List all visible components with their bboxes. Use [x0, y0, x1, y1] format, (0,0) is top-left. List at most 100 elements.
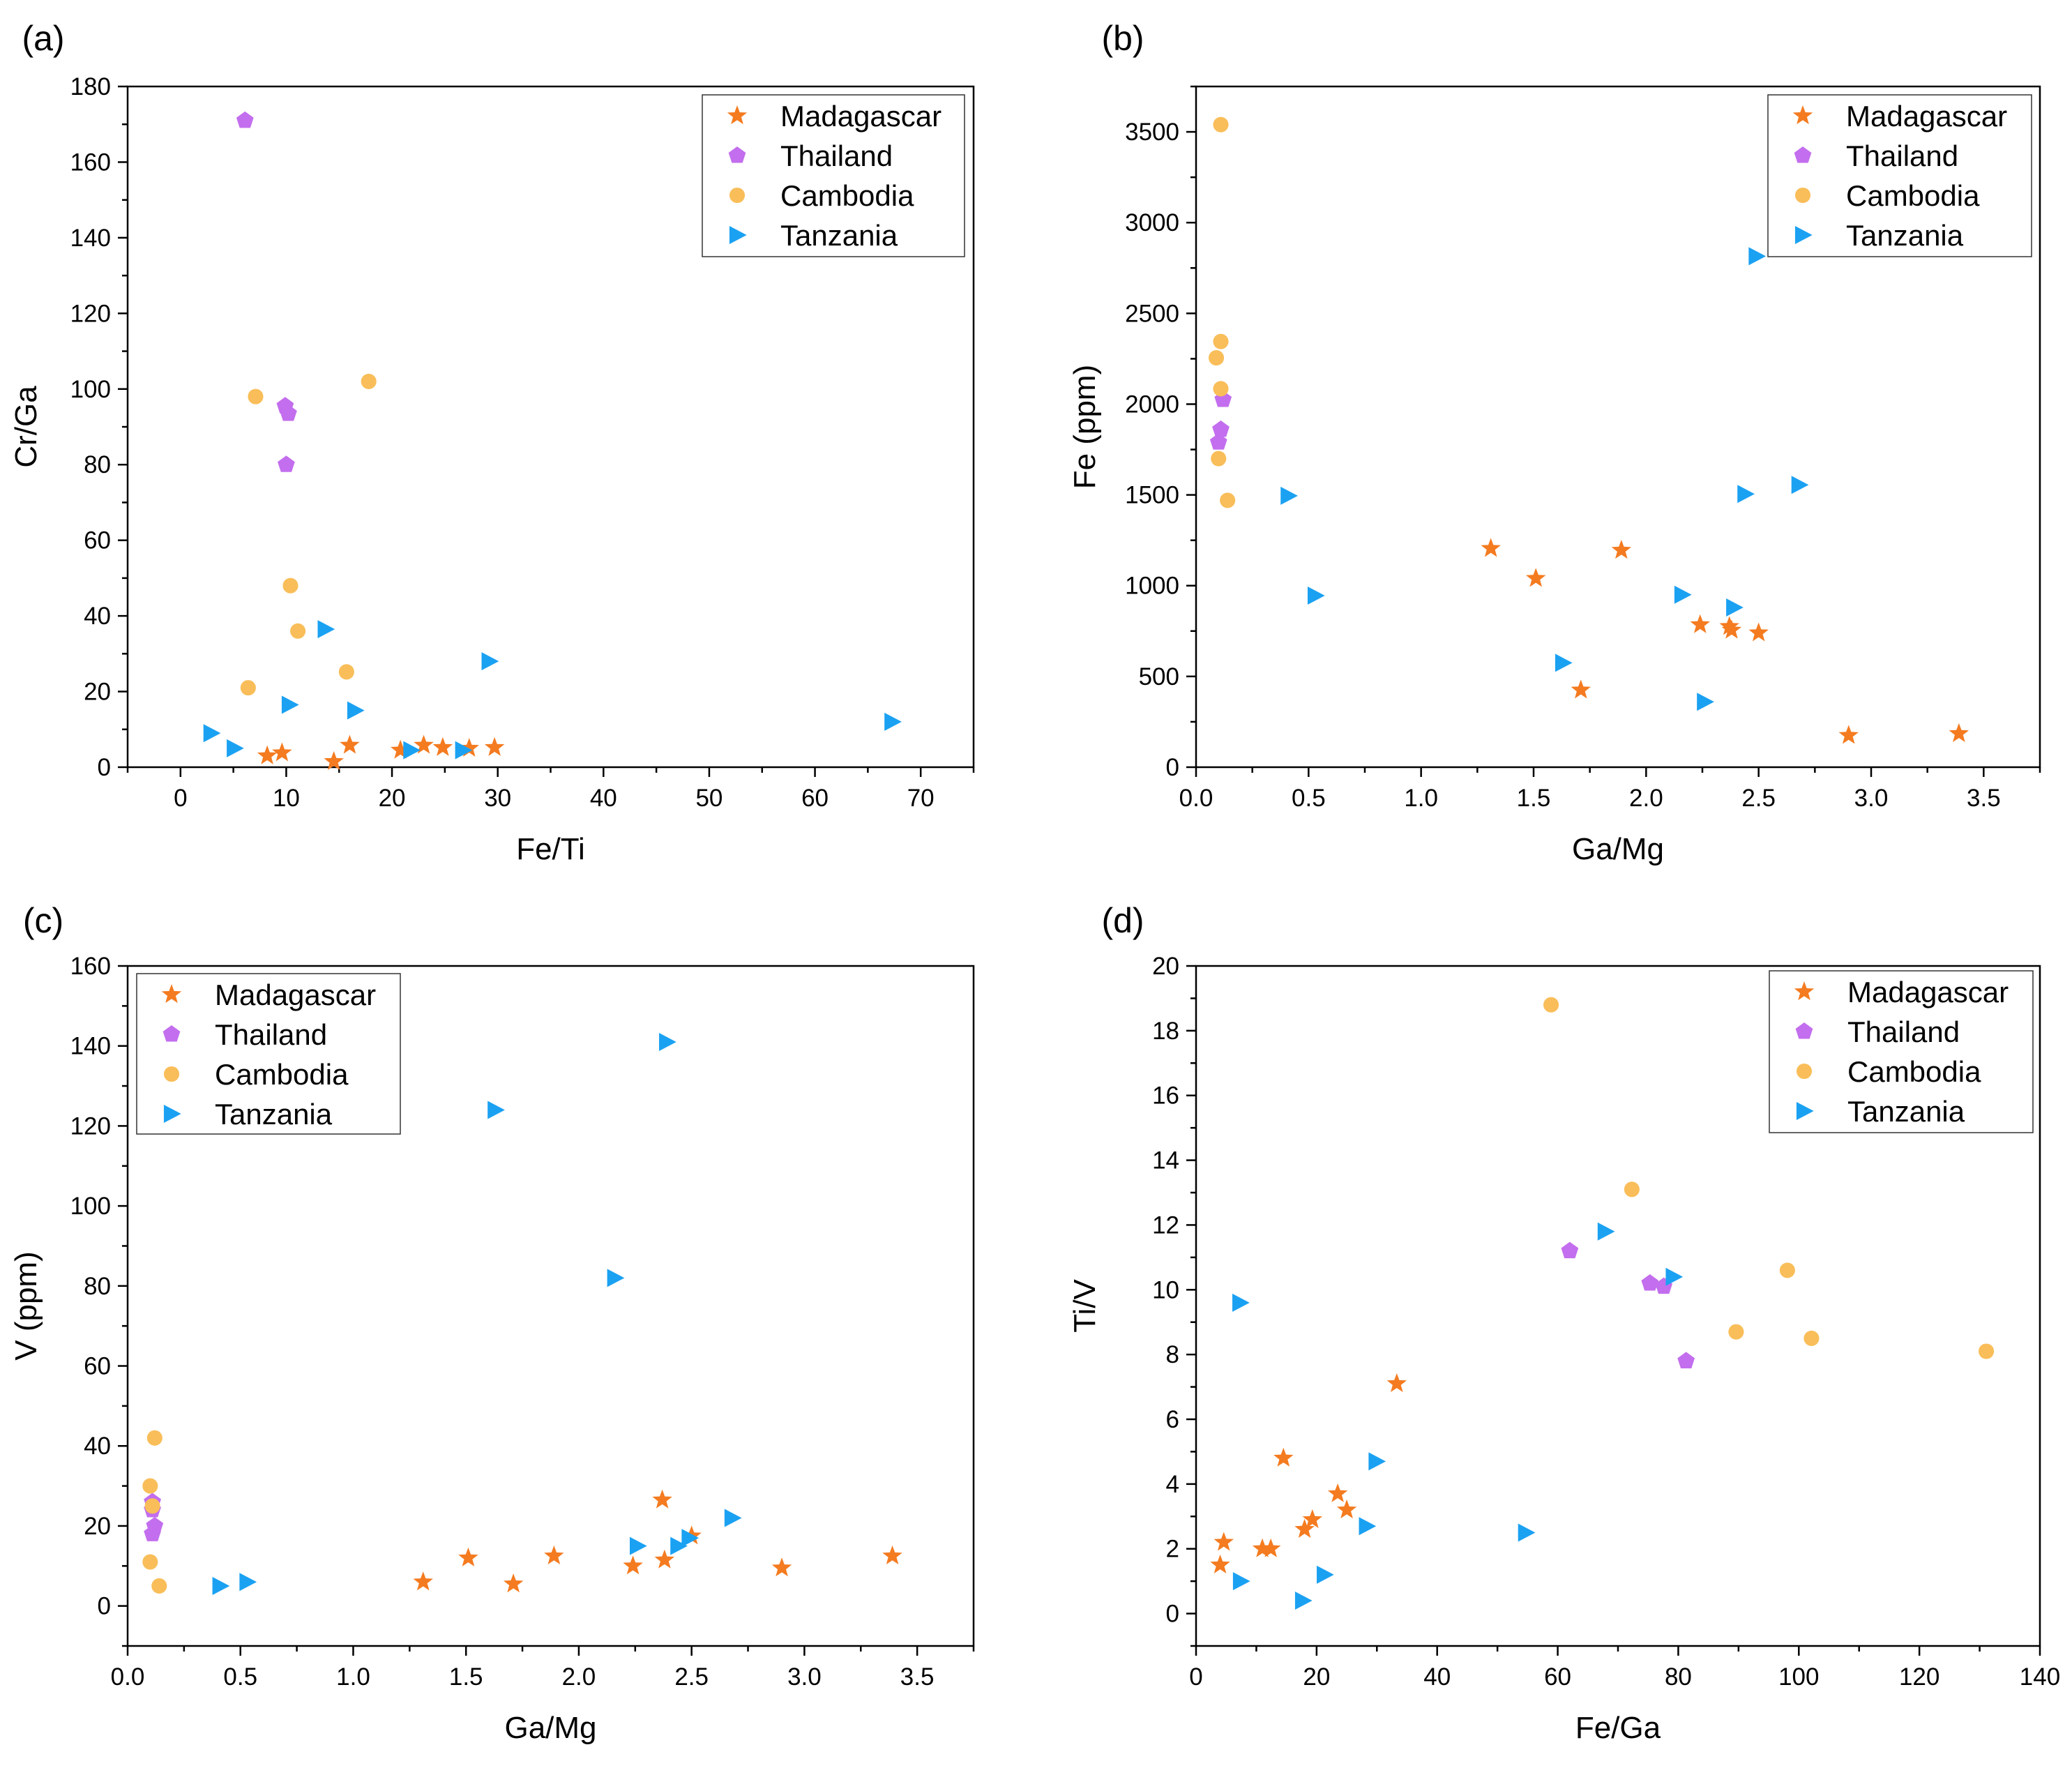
panel-c-point-cambodia [144, 1498, 160, 1514]
panel-a-point-tanzania [281, 695, 299, 714]
panel-a-point-tanzania [347, 701, 365, 720]
panel-a-point-tanzania [403, 741, 421, 760]
panel-b-legend-marker-thailand [1794, 146, 1812, 163]
panel-b-series-madagascar [1481, 538, 1969, 744]
panel-c-legend-marker-madagascar [161, 984, 182, 1004]
panel-a-legend-label-cambodia: Cambodia [780, 179, 914, 212]
panel-d-x-tick-label: 0 [1189, 1663, 1202, 1691]
panel-d-point-cambodia [1543, 997, 1559, 1013]
panel-b-point-cambodia [1208, 350, 1225, 366]
panel-c-series-cambodia [142, 1430, 167, 1594]
panel-a-point-tanzania [203, 724, 221, 743]
panel-a-point-tanzania [455, 741, 473, 760]
panel-a-point-madagascar [414, 734, 434, 754]
panel-b-point-madagascar [1690, 614, 1710, 633]
panel-a-x-tick-label: 50 [695, 785, 723, 812]
panel-d-y-tick-label: 14 [1152, 1147, 1179, 1174]
panel-a-y-tick-label: 80 [84, 451, 111, 478]
panel-c-point-madagascar [882, 1546, 902, 1565]
panel-d-series-tanzania [1232, 1222, 1684, 1610]
panel-c-point-tanzania [239, 1573, 257, 1592]
panel-b-point-cambodia [1213, 333, 1229, 349]
panel-b-legend-marker-cambodia [1794, 187, 1811, 204]
panel-a-legend-marker-madagascar [727, 105, 748, 125]
panel-c-y-tick-label: 60 [84, 1353, 111, 1380]
panel-c-legend: Madagascar Thailand Cambodia Tanzania [136, 973, 401, 1135]
panel-d: (d) 0 20 40 60 80 100 120 140 0 2 4 6 8 10 12 14 16 18 20 Fe… [1068, 901, 2060, 1745]
panel-d-x-tick-label: 60 [1544, 1663, 1571, 1691]
panel-c-y-tick-label: 120 [70, 1112, 111, 1140]
panel-d-point-thailand [1561, 1241, 1579, 1259]
panel-c-point-madagascar [654, 1549, 675, 1569]
panel-d-x-tick-label: 140 [2020, 1663, 2060, 1691]
panel-b-point-cambodia [1211, 451, 1227, 467]
panel-a-x-tick-label: 30 [484, 785, 511, 812]
panel-b-legend-label-thailand: Thailand [1846, 139, 1958, 172]
panel-b-point-tanzania [1791, 476, 1809, 494]
panel-a-point-cambodia [338, 664, 354, 680]
panel-a-point-cambodia [290, 623, 306, 639]
panel-a-point-cambodia [248, 388, 264, 405]
panel-b-y-axis-title: Fe (ppm) [1068, 365, 1102, 489]
panel-b-legend-marker-madagascar [1792, 105, 1813, 125]
panel-a-point-thailand [280, 405, 297, 421]
panel-c-legend-label-cambodia: Cambodia [215, 1058, 349, 1091]
panel-b-legend-marker-tanzania [1794, 226, 1813, 244]
panel-a-y-tick-label: 180 [70, 73, 111, 100]
panel-c-point-tanzania [724, 1509, 742, 1527]
panel-b-y-tick-label: 1500 [1125, 482, 1179, 509]
panel-c-y-tick-label: 0 [98, 1593, 111, 1620]
panel-b-series-tanzania [1280, 247, 1809, 711]
panel-a-point-madagascar [257, 745, 278, 764]
panel-c-x-tick-label: 3.5 [900, 1663, 935, 1691]
panel-b-x-tick-label: 3.5 [1967, 785, 2001, 812]
panel-b-point-madagascar [1721, 619, 1742, 639]
panel-b-point-thailand [1209, 433, 1227, 450]
panel-b-y-tick-label: 3500 [1125, 119, 1179, 146]
panel-b-point-cambodia [1213, 116, 1229, 133]
panel-b-legend-label-tanzania: Tanzania [1846, 219, 1964, 252]
panel-d-point-madagascar [1327, 1483, 1348, 1502]
panel-d-x-tick-label: 100 [1778, 1663, 1819, 1691]
panel-d-y-tick-label: 16 [1152, 1082, 1179, 1110]
panel-c-letter: (c) [23, 901, 63, 940]
panel-d-point-madagascar [1213, 1532, 1234, 1551]
panel-b-point-cambodia [1220, 492, 1236, 508]
panel-d-point-thailand [1677, 1352, 1695, 1368]
panel-a-legend-marker-tanzania [729, 226, 747, 244]
panel-a-point-madagascar [272, 742, 292, 762]
panel-c-point-cambodia [146, 1430, 162, 1446]
panel-a-point-thailand [236, 111, 254, 128]
panel-a-series-madagascar [257, 734, 505, 770]
panel-c-legend-box [136, 973, 401, 1135]
panel-d-legend: Madagascar Thailand Cambodia Tanzania [1769, 970, 2034, 1133]
panel-d-x-axis-title: Fe/Ga [1575, 1711, 1661, 1745]
panel-d-point-tanzania [1317, 1565, 1334, 1584]
panel-a-series-cambodia [240, 373, 377, 696]
panel-b-x-tick-label: 1.0 [1404, 785, 1438, 812]
panel-c-point-tanzania [670, 1536, 688, 1555]
panel-c-point-tanzania [681, 1529, 700, 1548]
panel-b-legend-label-cambodia: Cambodia [1846, 179, 1980, 212]
panel-d-point-tanzania [1597, 1222, 1615, 1241]
panel-c-legend-marker-tanzania [163, 1105, 181, 1123]
panel-b-point-madagascar [1949, 723, 1969, 742]
panel-d-point-madagascar [1210, 1554, 1230, 1574]
panel-b-y-tick-label: 500 [1139, 663, 1179, 690]
panel-a-point-madagascar [324, 750, 344, 770]
panel-d-x-tick-label: 120 [1899, 1663, 1939, 1691]
panel-d-point-tanzania [1232, 1572, 1250, 1591]
panel-c-series-madagascar [413, 1489, 902, 1593]
panel-c-point-madagascar [544, 1546, 564, 1565]
panel-c-point-tanzania [607, 1269, 625, 1287]
panel-d-point-madagascar [1252, 1538, 1273, 1557]
panel-b-plot-frame [1195, 85, 2041, 769]
panel-c-x-tick-label: 2.0 [562, 1663, 596, 1691]
panel-d-point-cambodia [1803, 1330, 1820, 1346]
panel-d-point-thailand [1641, 1274, 1659, 1291]
panel-c-x-tick-label: 0.0 [111, 1663, 145, 1691]
panel-d-point-cambodia [1979, 1343, 1995, 1359]
panel-c-point-tanzania [487, 1101, 505, 1119]
panel-b-x-tick-label: 0.5 [1292, 785, 1326, 812]
